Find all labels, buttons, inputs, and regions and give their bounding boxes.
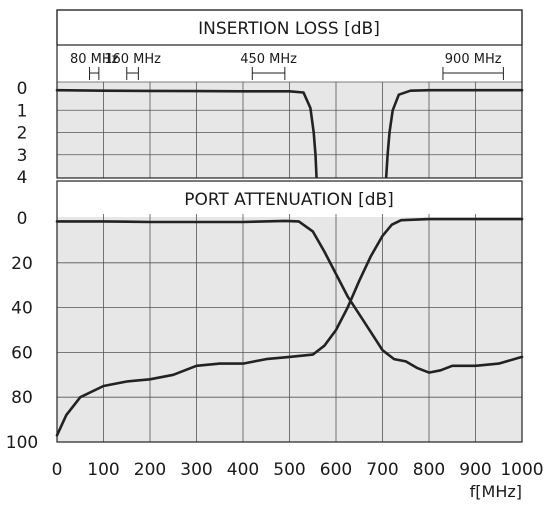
frequency-band: 80 MHz: [70, 52, 119, 80]
insertion-loss-y-tick-label: 4: [17, 168, 28, 188]
frequency-band-label: 80 MHz: [70, 52, 119, 67]
frequency-band-label: 160 MHz: [104, 52, 161, 67]
frequency-x-tick-label: 0: [52, 460, 63, 480]
frequency-x-tick-label: 300: [180, 460, 212, 480]
frequency-x-tick-label: 700: [366, 460, 398, 480]
port-attenuation-y-ticks: 0 20 40 60 80 100: [6, 209, 38, 453]
x-axis-label: f[MHz]: [470, 482, 522, 501]
insertion-loss-y-ticks: 01 234: [17, 79, 28, 188]
insertion-loss-title: INSERTION LOSS [dB]: [198, 19, 380, 39]
port-attenuation-y-tick-label: 80: [11, 388, 33, 408]
insertion-loss-grid: [57, 81, 522, 178]
insertion-loss-line: [384, 88, 524, 179]
insertion-loss-y-tick-label: 0: [17, 79, 28, 99]
port-attenuation-frame: [56, 180, 523, 443]
frequency-x-tick-label: 500: [273, 460, 305, 480]
frequency-x-tick-label: 400: [227, 460, 259, 480]
port-attenuation-y-tick-label: 60: [11, 343, 33, 363]
insertion-loss-y-tick-label: 1: [17, 101, 28, 121]
frequency-x-tick-label: 900: [459, 460, 491, 480]
frequency-band-label: 450 MHz: [240, 52, 297, 67]
frequency-x-ticks: 0 100 200 300 400 500 600 700 800 900 1000: [52, 460, 544, 480]
insertion-loss-line: [55, 88, 318, 179]
insertion-loss-series: [55, 88, 524, 179]
frequency-band-label: 900 MHz: [445, 52, 502, 67]
port-attenuation-line: [55, 217, 524, 437]
port-attenuation-title: PORT ATTENUATION [dB]: [184, 190, 394, 210]
frequency-band: 900 MHz: [442, 52, 504, 80]
insertion-loss-y-tick-label: 2: [17, 124, 28, 144]
frequency-band: 450 MHz: [240, 52, 297, 80]
port-attenuation-y-tick-label: 20: [11, 254, 33, 274]
port-attenuation-line: [55, 219, 524, 374]
insertion-loss-title-box: [56, 9, 523, 46]
frequency-band: 160 MHz: [104, 52, 161, 80]
port-attenuation-y-tick-label: 0: [17, 209, 28, 229]
frequency-x-tick-label: 600: [320, 460, 352, 480]
frequency-x-tick-label: 100: [87, 460, 119, 480]
frequency-x-tick-label: 800: [413, 460, 445, 480]
port-attenuation-y-tick-label: 100: [6, 433, 38, 453]
frequency-x-tick-label: 200: [134, 460, 166, 480]
frequency-x-tick-label: 1000: [500, 460, 543, 480]
insertion-loss-y-tick-label: 3: [17, 146, 28, 166]
port-attenuation-title-box: [57, 181, 522, 214]
insertion-loss-frame: [56, 9, 523, 179]
port-attenuation-series: [55, 217, 524, 437]
port-attenuation-y-tick-label: 40: [11, 299, 33, 319]
